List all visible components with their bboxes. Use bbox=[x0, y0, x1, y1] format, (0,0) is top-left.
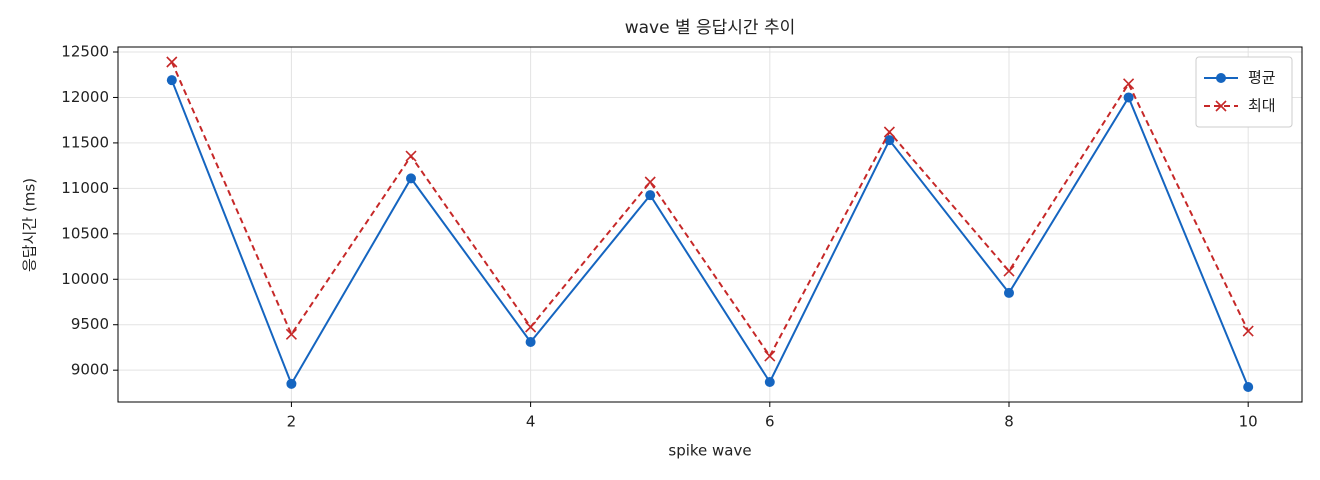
point bbox=[883, 126, 895, 138]
x-tick-label: 10 bbox=[1239, 413, 1258, 431]
point bbox=[1003, 287, 1014, 298]
point bbox=[1242, 325, 1254, 337]
legend-box bbox=[1195, 56, 1293, 128]
point bbox=[525, 321, 537, 333]
legend-label: 최대 bbox=[1248, 97, 1276, 115]
x-tick-label: 4 bbox=[526, 413, 536, 431]
legend-marker bbox=[1216, 73, 1226, 83]
point bbox=[1123, 92, 1134, 103]
y-tick-label: 11000 bbox=[61, 179, 109, 197]
point bbox=[764, 377, 775, 387]
x-tick-label: 8 bbox=[1004, 413, 1014, 431]
y-tick-label: 12500 bbox=[61, 43, 109, 61]
point bbox=[525, 337, 536, 347]
point bbox=[166, 75, 177, 86]
y-tick-label: 12000 bbox=[61, 88, 109, 106]
legend-marker bbox=[1215, 100, 1227, 112]
point bbox=[166, 56, 178, 68]
point bbox=[1243, 382, 1254, 392]
point bbox=[285, 328, 297, 340]
x-tick-label: 2 bbox=[287, 413, 297, 431]
point bbox=[286, 378, 297, 389]
point bbox=[406, 173, 417, 184]
chart-title: wave 별 응답시간 추이 bbox=[625, 18, 796, 38]
y-tick-label: 9500 bbox=[71, 315, 109, 333]
point bbox=[1123, 78, 1135, 90]
point bbox=[884, 135, 895, 146]
y-tick-label: 10000 bbox=[61, 270, 109, 288]
series-line bbox=[170, 61, 1250, 359]
x-axis-label: spike wave bbox=[668, 442, 751, 460]
plot-frame bbox=[117, 46, 1303, 403]
y-tick-label: 10500 bbox=[61, 224, 109, 242]
point bbox=[644, 176, 656, 188]
x-tick-label: 6 bbox=[765, 413, 775, 431]
point bbox=[405, 150, 417, 162]
point bbox=[1003, 265, 1015, 277]
point bbox=[645, 190, 656, 201]
y-tick-label: 9000 bbox=[71, 361, 109, 379]
y-tick-label: 11500 bbox=[61, 133, 109, 151]
legend-label: 평균 bbox=[1248, 69, 1276, 87]
y-axis-label: 응답시간 (ms) bbox=[21, 178, 39, 272]
point bbox=[764, 350, 776, 362]
series-line bbox=[170, 79, 1250, 388]
